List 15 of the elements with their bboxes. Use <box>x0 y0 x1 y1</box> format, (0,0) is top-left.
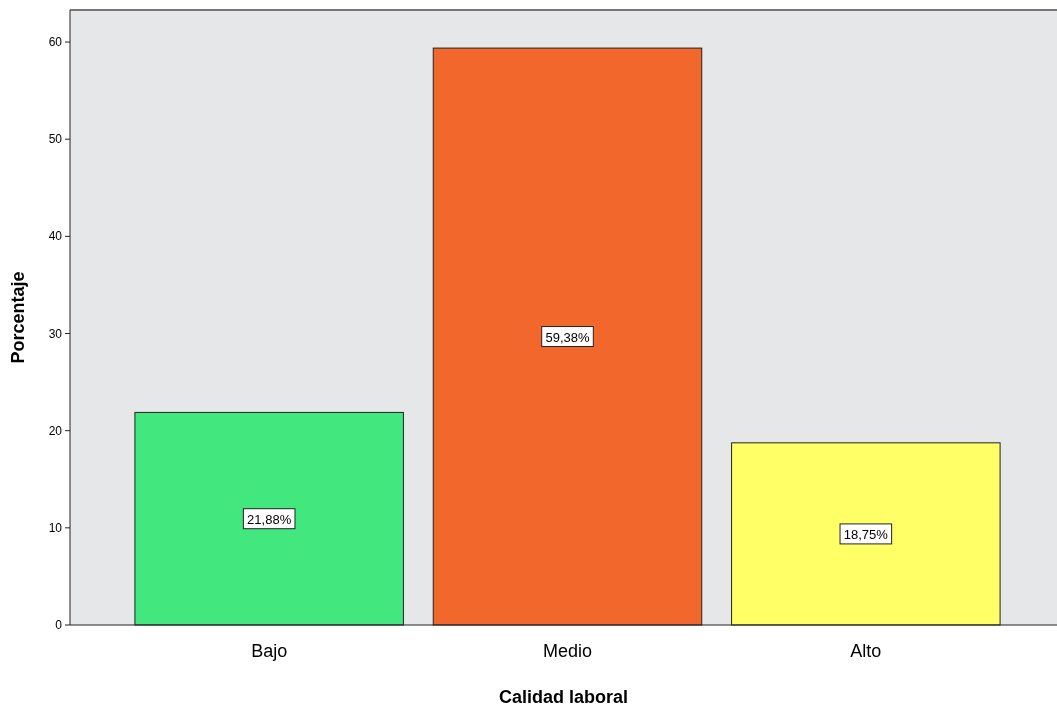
y-tick-label: 40 <box>48 229 63 244</box>
x-tick-label: Medio <box>542 641 593 661</box>
data-label: 59,38% <box>545 329 590 345</box>
y-tick-label: 0 <box>55 618 63 632</box>
x-tick-label: Alto <box>850 641 882 661</box>
data-label: 21,88% <box>247 511 292 527</box>
y-axis-title: Porcentaje <box>8 271 28 364</box>
x-axis-title: Calidad laboral <box>498 687 629 707</box>
data-label: 18,75% <box>843 526 889 542</box>
y-tick-label: 50 <box>48 132 63 147</box>
y-tick-label: 10 <box>48 520 63 535</box>
y-tick-label: 20 <box>48 423 63 438</box>
x-tick-label: Bajo <box>251 641 288 661</box>
y-tick-label: 30 <box>48 326 63 341</box>
y-tick-label: 60 <box>48 35 63 50</box>
